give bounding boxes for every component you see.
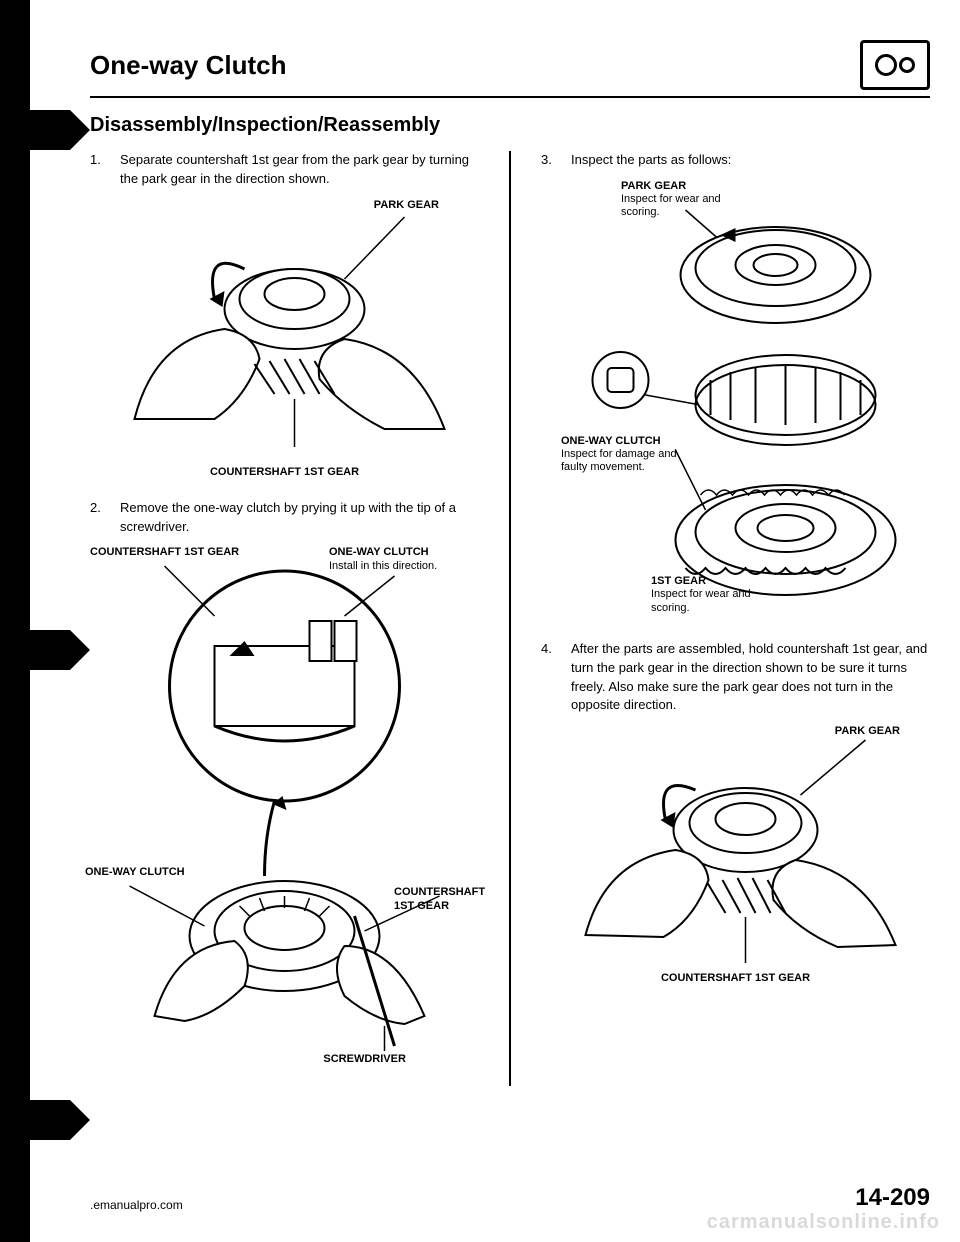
label-one-way-clutch: ONE-WAY CLUTCH Install in this direction… — [329, 546, 479, 572]
label-subtext: Install in this direction. — [329, 560, 437, 572]
figure-svg — [90, 546, 479, 1066]
gear-icon — [899, 57, 915, 73]
left-column: 1. Separate countershaft 1st gear from t… — [90, 151, 479, 1086]
label-1st-gear: 1ST GEAR Inspect for wear and scoring. — [651, 575, 781, 615]
step-number: 3. — [541, 151, 559, 170]
label-park-gear: PARK GEAR Inspect for wear and scoring. — [621, 180, 741, 220]
step-3: 3. Inspect the parts as follows: — [541, 151, 930, 170]
label-text: PARK GEAR — [621, 180, 686, 192]
step-4: 4. After the parts are assembled, hold c… — [541, 640, 930, 715]
step-text: Inspect the parts as follows: — [571, 151, 731, 170]
step-1: 1. Separate countershaft 1st gear from t… — [90, 151, 479, 189]
figure-remove-clutch: COUNTERSHAFT 1ST GEAR ONE-WAY CLUTCH Ins… — [90, 546, 479, 1066]
label-subtext: Inspect for wear and scoring. — [621, 193, 721, 218]
right-column: 3. Inspect the parts as follows: PARK GE… — [541, 151, 930, 1086]
label-one-way-clutch: ONE-WAY CLUTCH Inspect for damage and fa… — [561, 435, 701, 475]
step-text: Remove the one-way clutch by prying it u… — [120, 499, 479, 537]
step-2: 2. Remove the one-way clutch by prying i… — [90, 499, 479, 537]
step-number: 2. — [90, 499, 108, 537]
page-title: One-way Clutch — [90, 50, 286, 81]
watermark: carmanualsonline.info — [707, 1211, 940, 1234]
figure-check-rotation: PARK GEAR — [541, 725, 930, 985]
label-subtext: Inspect for damage and faulty movement. — [561, 448, 677, 473]
label-one-way-clutch: ONE-WAY CLUTCH — [85, 866, 185, 879]
figure-svg — [90, 199, 479, 479]
label-park-gear: PARK GEAR — [835, 725, 900, 738]
subsection-title: Disassembly/Inspection/Reassembly — [90, 114, 930, 137]
page-number: 14-209 — [855, 1184, 930, 1212]
label-text: 1ST GEAR — [651, 575, 706, 587]
label-countershaft-1st-gear: COUNTERSHAFT 1ST GEAR — [661, 972, 810, 985]
column-divider — [509, 151, 511, 1086]
label-countershaft-1st-gear: COUNTERSHAFT 1ST GEAR — [394, 886, 484, 912]
figure-inspect-parts: PARK GEAR Inspect for wear and scoring. — [541, 180, 930, 620]
figure-svg — [541, 180, 930, 620]
gears-icon — [860, 40, 930, 90]
figure-svg — [541, 725, 930, 985]
label-screwdriver: SCREWDRIVER — [323, 1053, 406, 1066]
title-rule — [90, 96, 930, 98]
title-row: One-way Clutch — [90, 40, 930, 90]
step-text: After the parts are assembled, hold coun… — [571, 640, 930, 715]
page: One-way Clutch Disassembly/Inspection/Re… — [0, 0, 960, 1242]
label-subtext: Inspect for wear and scoring. — [651, 588, 751, 613]
figure-separate-gear: PARK GEAR — [90, 199, 479, 479]
step-number: 4. — [541, 640, 559, 715]
label-countershaft-1st-gear: COUNTERSHAFT 1ST GEAR — [210, 466, 359, 479]
label-countershaft-1st-gear: COUNTERSHAFT 1ST GEAR — [90, 546, 239, 559]
step-number: 1. — [90, 151, 108, 189]
label-text: ONE-WAY CLUTCH — [561, 435, 661, 447]
footer-url: .emanualpro.com — [90, 1198, 183, 1212]
step-text: Separate countershaft 1st gear from the … — [120, 151, 479, 189]
content-columns: 1. Separate countershaft 1st gear from t… — [90, 151, 930, 1086]
label-park-gear: PARK GEAR — [374, 199, 439, 212]
gear-icon — [875, 54, 897, 76]
label-text: ONE-WAY CLUTCH — [329, 546, 429, 558]
footer: .emanualpro.com 14-209 — [90, 1184, 930, 1212]
